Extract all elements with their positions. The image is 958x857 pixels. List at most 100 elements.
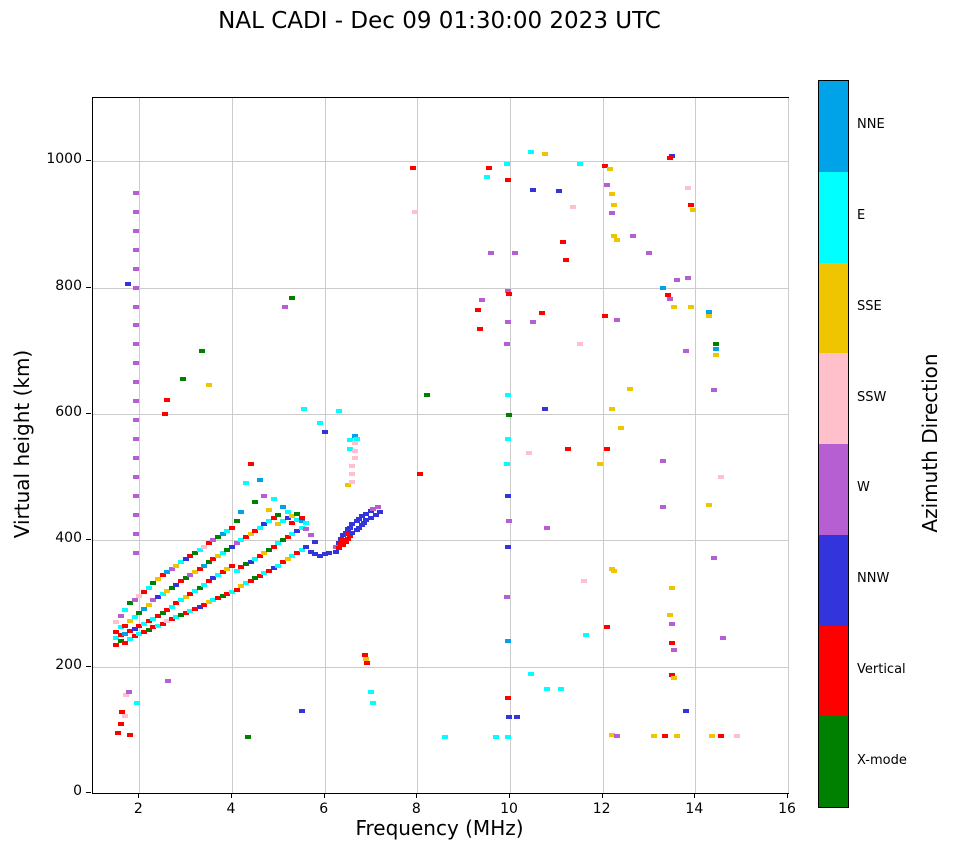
data-point — [683, 348, 690, 353]
data-point — [504, 320, 511, 325]
data-point — [335, 545, 342, 550]
data-point — [504, 494, 511, 499]
data-point — [303, 544, 310, 549]
data-point — [576, 162, 583, 167]
data-point — [205, 383, 212, 388]
data-point — [150, 625, 157, 630]
x-tick-label: 16 — [778, 801, 796, 817]
data-point — [215, 596, 222, 601]
data-point — [201, 602, 208, 607]
data-point — [361, 520, 368, 525]
data-point — [201, 582, 208, 587]
data-point — [229, 590, 235, 595]
data-point — [601, 313, 608, 318]
data-point — [298, 515, 305, 520]
data-point — [289, 296, 296, 301]
data-point — [159, 621, 166, 626]
data-point — [279, 505, 286, 510]
data-point — [270, 544, 277, 549]
data-point — [321, 552, 328, 557]
data-point — [238, 509, 245, 514]
data-point — [164, 607, 171, 612]
data-point — [423, 392, 430, 397]
data-point — [474, 307, 481, 312]
data-point — [504, 178, 511, 183]
data-point — [569, 204, 576, 209]
data-point — [289, 554, 296, 559]
data-point — [368, 509, 374, 514]
data-point — [307, 533, 314, 538]
data-point — [476, 326, 483, 331]
data-point — [132, 304, 139, 309]
data-point — [659, 285, 666, 290]
data-point — [270, 516, 277, 521]
data-point — [368, 515, 374, 520]
data-point — [154, 614, 161, 619]
data-point — [191, 606, 198, 611]
data-point — [275, 522, 282, 527]
data-point — [608, 732, 615, 737]
data-point — [690, 208, 697, 213]
data-point — [245, 735, 252, 740]
data-point — [363, 518, 370, 523]
data-point — [256, 554, 263, 559]
data-point — [289, 520, 296, 525]
data-point — [370, 700, 377, 705]
data-point — [215, 554, 222, 559]
data-point — [210, 576, 217, 581]
data-point — [132, 399, 139, 404]
data-point — [182, 576, 189, 581]
data-point — [219, 569, 226, 574]
data-point — [247, 578, 254, 583]
data-point — [530, 320, 537, 325]
data-point — [178, 612, 185, 617]
data-point — [483, 174, 490, 179]
data-point — [606, 166, 613, 171]
data-point — [608, 407, 615, 412]
data-point — [132, 361, 139, 366]
data-point — [117, 633, 124, 638]
x-tick-label: 4 — [226, 801, 236, 817]
colorbar-label-w: W — [857, 480, 870, 496]
data-point — [669, 585, 676, 590]
data-point — [196, 547, 203, 552]
data-point — [122, 713, 129, 718]
data-point — [504, 696, 511, 701]
data-point — [284, 535, 291, 540]
y-tick-label: 0 — [73, 783, 82, 799]
data-point — [664, 293, 671, 298]
data-point — [358, 523, 365, 528]
data-point — [113, 636, 120, 641]
data-point — [123, 693, 130, 698]
data-point — [673, 277, 680, 282]
colorbar-segment-nnw — [819, 534, 848, 626]
data-point — [275, 541, 282, 546]
data-point — [505, 291, 512, 296]
data-point — [115, 730, 122, 735]
data-point — [113, 642, 120, 647]
y-tick-label: 400 — [55, 530, 82, 547]
data-point — [256, 573, 263, 578]
data-point — [713, 342, 720, 347]
data-point — [503, 342, 510, 347]
data-point — [127, 619, 134, 624]
data-point — [527, 149, 534, 154]
data-point — [261, 494, 268, 499]
data-point — [303, 526, 310, 531]
data-point — [242, 581, 249, 586]
data-point — [608, 192, 615, 197]
gridline-x — [324, 98, 326, 793]
data-point — [618, 425, 625, 430]
data-point — [219, 531, 226, 536]
data-point — [127, 732, 134, 737]
data-point — [300, 406, 307, 411]
gridline-x — [232, 98, 233, 793]
data-point — [215, 573, 222, 578]
data-point — [342, 539, 349, 544]
data-point — [504, 735, 511, 740]
data-point — [187, 573, 194, 578]
data-point — [611, 233, 618, 238]
colorbar-segment-sse — [819, 262, 848, 354]
data-point — [493, 735, 500, 740]
colorbar-axis-label: Azimuth Direction — [918, 353, 942, 533]
